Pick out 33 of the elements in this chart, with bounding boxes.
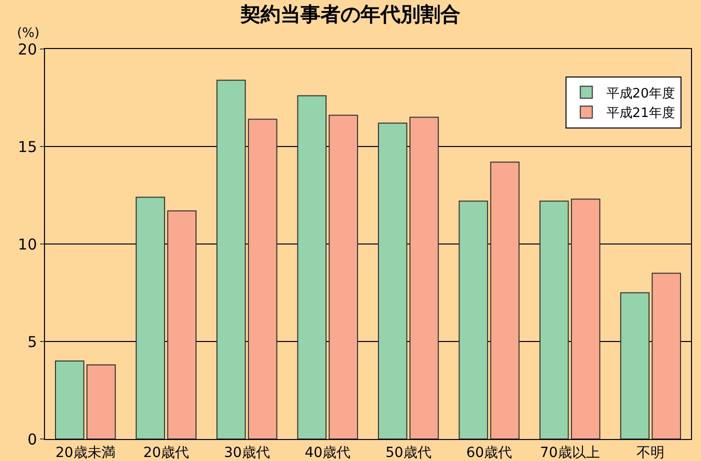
bar: [248, 118, 278, 439]
bar: [216, 80, 246, 439]
bar: [458, 200, 488, 439]
y-tick-label: 10: [18, 235, 37, 254]
x-tick-label: 20歳未満: [55, 444, 116, 461]
legend-label: 平成21年度: [606, 105, 675, 122]
x-tick-label: 50歳代: [385, 444, 432, 461]
bar: [652, 272, 682, 439]
bar: [167, 210, 197, 439]
bar: [378, 122, 408, 439]
bar: [136, 196, 166, 439]
bar: [409, 116, 439, 439]
legend-label: 平成20年度: [606, 85, 675, 102]
x-tick-label: 70歳以上: [540, 444, 600, 461]
x-tick-label: 20歳代: [143, 444, 190, 461]
x-tick-label: 60歳代: [466, 444, 512, 461]
y-tick-label: 20: [18, 40, 37, 58]
bar: [570, 198, 600, 439]
bar: [328, 114, 358, 439]
x-tick-label: 不明: [636, 444, 665, 461]
bar: [539, 200, 569, 439]
bar: [297, 95, 327, 439]
x-tick-label: 40歳代: [304, 444, 351, 461]
y-tick-label: 5: [27, 332, 37, 351]
bar: [86, 364, 116, 439]
chart-title: 契約当事者の年代別割合: [240, 2, 460, 26]
x-tick-label: 30歳代: [224, 444, 270, 461]
bar: [490, 162, 520, 439]
bar: [54, 360, 84, 439]
bar: [620, 292, 650, 439]
y-tick-label: 15: [18, 138, 37, 156]
y-axis-title: (%): [17, 26, 40, 41]
y-tick-label: 0: [27, 430, 37, 448]
